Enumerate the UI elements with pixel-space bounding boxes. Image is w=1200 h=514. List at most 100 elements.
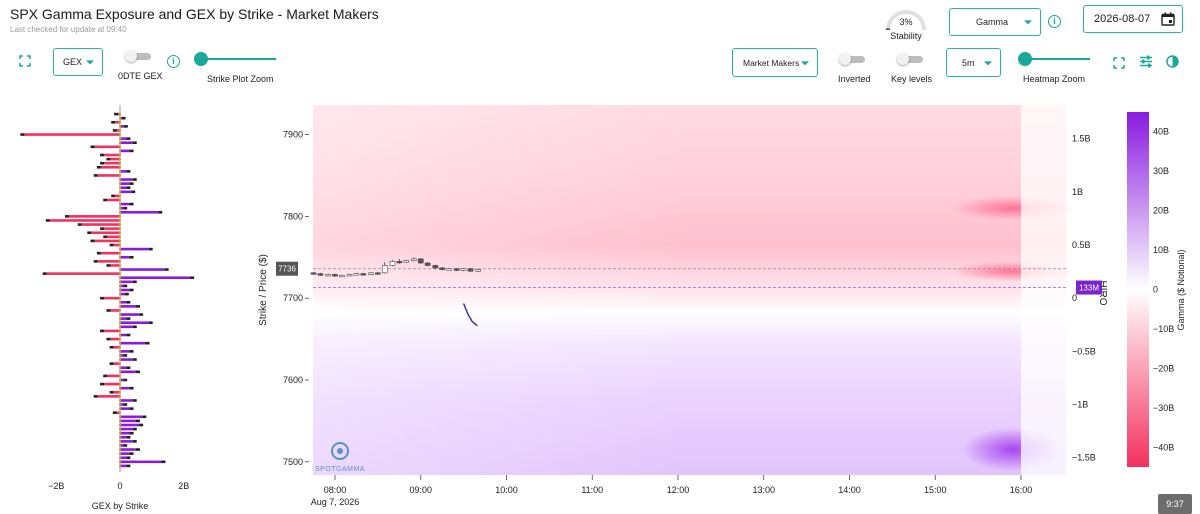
zero-gex-dot [118,247,122,251]
candle [325,274,331,277]
gex-bar-tip [111,194,116,198]
zero-gex-dot [118,366,122,369]
hiro-tick-label: 1B [1072,187,1083,197]
gex-bar-tip [135,305,140,308]
candle [381,265,388,274]
gex-bar [120,350,130,353]
gex-bar [120,448,136,451]
zero-gex-dot [118,296,122,300]
candle [375,272,381,275]
gex-bar-tip [129,202,134,206]
y-tick-label: 7900 [283,130,303,140]
gex-bar [120,186,127,190]
gex-bar-tip [123,284,128,288]
greek-select[interactable]: Gamma [949,8,1041,36]
info-icon[interactable]: i [167,55,180,68]
gex-bar [46,272,120,275]
hiro-badge-label: 133M [1079,284,1099,293]
zero-gex-dot [118,395,122,398]
gex-bar [120,333,127,337]
gex-bar [107,235,120,239]
stability-gauge: 3% Stability [884,4,928,44]
gex-bar [120,202,130,206]
gex-bar-tip [100,161,105,165]
zero-gex-dot [118,129,122,132]
heatmap-zoom-label: Heatmap Zoom [1023,74,1086,84]
key-levels-toggle[interactable] [897,53,923,65]
gex-bar-tip [126,435,131,439]
gex-bar-tip [129,149,134,153]
gex-bar-tip [158,210,163,214]
expand-icon[interactable] [1113,56,1125,74]
zero-gex-dot [118,133,122,136]
expand-icon[interactable] [18,55,32,69]
zero-gex-dot [118,288,122,292]
zero-gex-dot [118,440,122,443]
gamma-heatmap-chart: 7900 7800 7700 7600 7500 Strike / Price ($) 77… [258,105,1186,507]
color-scale-tick: −10B [1153,324,1174,334]
gex-bar [120,149,130,153]
gex-bar [120,427,133,431]
gex-bar [120,317,127,320]
gex-bar [120,354,124,357]
x-tick-label: 08:00 [324,485,347,495]
hiro-tick-label: −1B [1072,400,1088,410]
gex-bar [120,399,133,402]
gex-bar-tip [123,125,128,128]
gex-bar-tip [106,157,111,161]
color-scale-tick: −20B [1153,363,1174,373]
gex-bar-tip [139,423,144,427]
zero-gex-dot [118,448,122,451]
slider-handle[interactable] [194,52,208,66]
hiro-tick-label: −1.5B [1072,453,1096,463]
settings-sliders-icon[interactable] [1139,55,1153,73]
zero-gex-dot [118,116,122,120]
slider-handle[interactable] [1018,52,1032,66]
gex-bar-tip [90,145,95,149]
zero-gex-dot [118,305,122,308]
gex-bar-tip [123,444,128,447]
zero-gex-dot [118,149,122,153]
gex-bar-tip [126,464,131,468]
metric-select[interactable]: GEX [53,48,103,76]
strike-plot-zoom-slider[interactable] [194,52,276,66]
interval-select[interactable]: 5m [946,48,1001,77]
candle [360,273,367,276]
gex-bar [104,296,120,300]
gex-bar-tip [96,251,101,255]
zero-gex-dot [118,194,122,198]
heatmap-zoom-slider[interactable] [1018,52,1090,66]
gex-bar-tip [132,280,137,284]
date-picker[interactable]: 2026-08-07 [1083,5,1183,33]
gex-bar-tip [65,215,69,218]
zero-gex-dot [118,227,122,230]
contrast-icon[interactable] [1166,55,1179,73]
y-axis-label: Strike / Price ($) [258,254,269,326]
info-icon[interactable]: i [1048,15,1061,28]
chevron-down-icon [984,60,992,65]
gex-bar-tip [139,313,144,316]
gex-bar [120,182,130,185]
zero-gex-dot [118,264,122,267]
key-levels-label: Key levels [891,74,933,84]
zero-gex-dot [118,251,122,255]
candle [424,262,431,266]
gex-bar-tip [164,268,169,271]
odte-gex-toggle[interactable] [125,50,151,62]
zero-gex-dot [118,256,122,259]
candle [332,274,338,277]
gex-bar [120,325,133,329]
zero-gex-dot [118,350,122,353]
strike-plot-zoom-label: Strike Plot Zoom [207,74,274,84]
gex-bar [104,227,120,230]
candle [339,274,345,278]
zero-gex-dot [118,280,122,284]
gex-bar-tip [121,116,126,120]
gex-bar-tip [93,395,98,398]
inverted-toggle[interactable] [839,53,865,65]
gex-bar [120,440,133,443]
zero-gex-dot [118,427,122,431]
zero-gex-dot [118,121,122,124]
participant-select[interactable]: Market Makers [732,48,818,77]
gex-bar-tip [100,382,105,386]
